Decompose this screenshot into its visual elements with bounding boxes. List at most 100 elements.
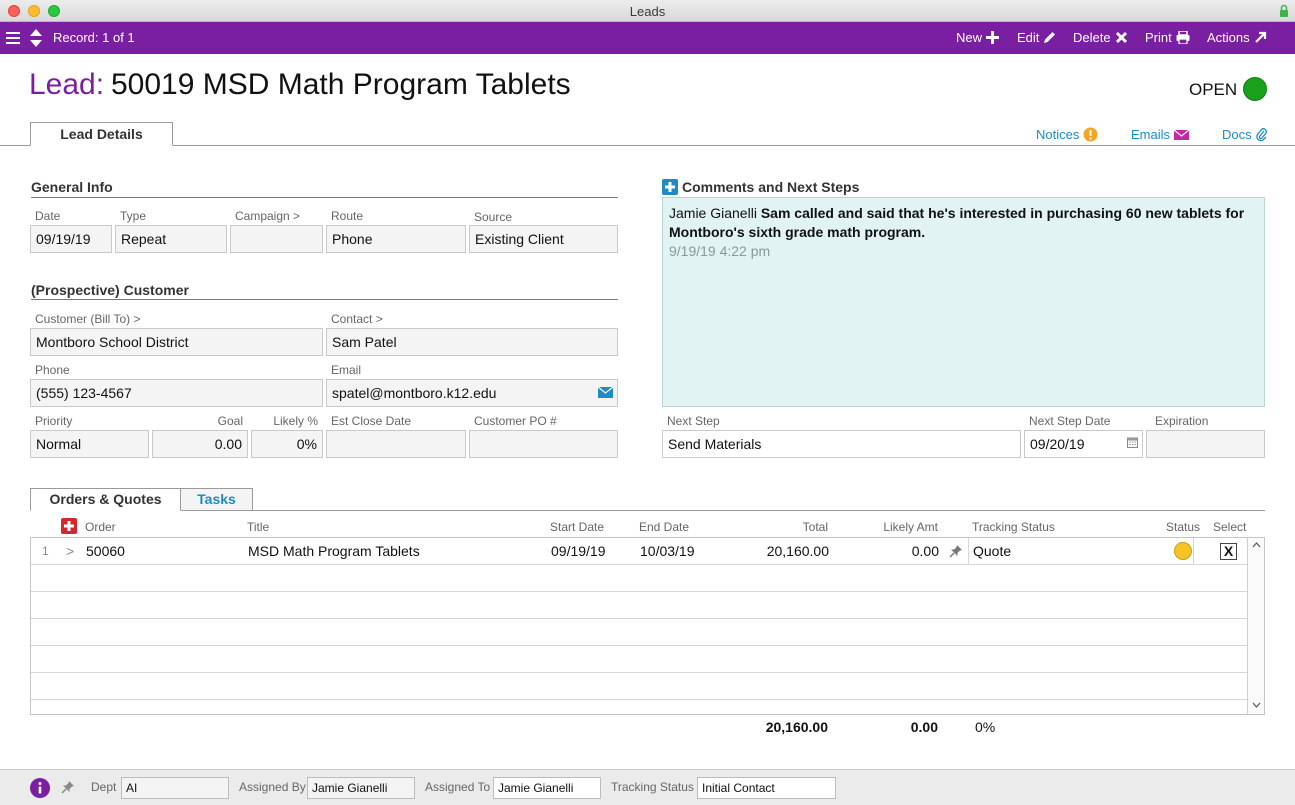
record-navigate-icon[interactable]: [29, 28, 43, 48]
scroll-down-icon[interactable]: [1252, 702, 1261, 708]
lead-prefix: Lead:: [29, 68, 105, 101]
po-label: Customer PO #: [474, 414, 557, 428]
column-header-order[interactable]: Order: [85, 520, 116, 534]
row-open-arrow[interactable]: >: [66, 543, 75, 559]
table-row: [31, 673, 1248, 700]
tracking-status-field[interactable]: Initial Contact: [697, 777, 836, 799]
docs-link[interactable]: Docs: [1222, 127, 1268, 142]
priority-label: Priority: [35, 414, 73, 428]
next-step-date-field[interactable]: 09/20/19: [1024, 430, 1143, 458]
next-step-field[interactable]: Send Materials: [662, 430, 1021, 458]
dept-field[interactable]: AI: [121, 777, 229, 799]
route-field[interactable]: Phone: [326, 225, 466, 253]
contact-label[interactable]: Contact >: [331, 312, 383, 326]
edit-button[interactable]: Edit: [1017, 30, 1056, 45]
send-email-icon[interactable]: [598, 387, 613, 398]
emails-link-label: Emails: [1131, 127, 1171, 142]
close-window-button[interactable]: [8, 5, 20, 17]
order-title: MSD Math Program Tablets: [248, 543, 420, 559]
tab-tasks[interactable]: Tasks: [180, 488, 253, 511]
type-label: Type: [120, 209, 147, 223]
customer-field[interactable]: Montboro School District: [30, 328, 323, 356]
column-header-select[interactable]: Select: [1213, 520, 1247, 534]
assigned-to-field[interactable]: Jamie Gianelli: [493, 777, 601, 799]
assigned-to-label: Assigned To: [425, 780, 491, 794]
window-title: Leads: [629, 4, 666, 19]
emails-link[interactable]: Emails: [1131, 127, 1190, 142]
actions-button[interactable]: Actions: [1207, 30, 1267, 45]
campaign-label[interactable]: Campaign >: [235, 209, 301, 223]
zoom-window-button[interactable]: [48, 5, 60, 17]
tab-lead-details[interactable]: Lead Details: [30, 122, 173, 146]
likely-label: Likely %: [273, 414, 318, 428]
est-close-label: Est Close Date: [331, 414, 412, 428]
comment-timestamp: 9/19/19 4:22 pm: [669, 243, 771, 259]
calendar-icon[interactable]: [1127, 437, 1138, 448]
email-field[interactable]: spatel@montboro.k12.edu: [326, 379, 618, 407]
tab-divider: [30, 510, 1265, 511]
contact-field[interactable]: Sam Patel: [326, 328, 618, 356]
row-number: 1: [42, 544, 49, 558]
assigned-by-field[interactable]: Jamie Gianelli: [307, 777, 415, 799]
email-label: Email: [331, 363, 362, 377]
record-toolbar: Record: 1 of 1 New Edit Delete Print Act…: [0, 22, 1295, 54]
customer-label[interactable]: Customer (Bill To) >: [35, 312, 141, 326]
printer-icon: [1176, 31, 1190, 44]
column-header-start-date[interactable]: Start Date: [550, 520, 605, 534]
docs-link-label: Docs: [1222, 127, 1252, 142]
type-field[interactable]: Repeat: [115, 225, 227, 253]
priority-field[interactable]: Normal: [30, 430, 149, 458]
column-header-title[interactable]: Title: [247, 520, 270, 534]
info-icon[interactable]: [30, 778, 50, 798]
comments-panel[interactable]: Jamie Gianelli Sam called and said that …: [662, 197, 1265, 407]
order-number[interactable]: 50060: [86, 543, 125, 559]
goal-label: Goal: [217, 414, 243, 428]
notices-link[interactable]: Notices: [1036, 127, 1098, 142]
table-scrollbar[interactable]: [1247, 538, 1264, 714]
likely-field[interactable]: 0%: [251, 430, 323, 458]
goal-field[interactable]: 0.00: [152, 430, 248, 458]
section-divider: [31, 197, 618, 198]
source-field[interactable]: Existing Client: [469, 225, 618, 253]
page-title: 50019 MSD Math Program Tablets: [111, 68, 571, 101]
route-label: Route: [331, 209, 364, 223]
order-tracking-status: Quote: [973, 543, 1012, 559]
est-close-field[interactable]: [326, 430, 466, 458]
orders-table: 1 > 50060 MSD Math Program Tablets 09/19…: [30, 537, 1265, 715]
print-button[interactable]: Print: [1145, 30, 1190, 45]
column-header-tracking-status[interactable]: Tracking Status: [972, 520, 1055, 534]
table-row[interactable]: 1 > 50060 MSD Math Program Tablets 09/19…: [31, 538, 1248, 565]
tracking-status-cell[interactable]: Quote: [968, 538, 1194, 564]
menu-icon[interactable]: [6, 31, 20, 45]
row-select-checkbox[interactable]: X: [1220, 543, 1237, 560]
column-header-total[interactable]: Total: [802, 520, 828, 534]
minimize-window-button[interactable]: [28, 5, 40, 17]
lead-status-indicator[interactable]: [1243, 77, 1267, 101]
column-header-likely-amt[interactable]: Likely Amt: [883, 520, 938, 534]
column-header-end-date[interactable]: End Date: [639, 520, 690, 534]
assigned-by-label: Assigned By: [239, 780, 306, 794]
add-comment-icon[interactable]: [662, 179, 678, 195]
add-order-icon[interactable]: [61, 518, 77, 534]
table-row: [31, 646, 1248, 673]
table-row: [31, 619, 1248, 646]
new-button[interactable]: New: [956, 30, 1000, 45]
order-end-date: 10/03/19: [640, 543, 695, 559]
phone-label: Phone: [35, 363, 70, 377]
date-field[interactable]: 09/19/19: [30, 225, 112, 253]
tab-orders-quotes[interactable]: Orders & Quotes: [30, 488, 181, 511]
pin-icon[interactable]: [949, 544, 963, 558]
pin-icon[interactable]: [61, 780, 75, 794]
order-status-indicator[interactable]: [1174, 542, 1192, 560]
delete-button[interactable]: Delete: [1073, 30, 1128, 45]
next-step-label: Next Step: [667, 414, 720, 428]
po-field[interactable]: [469, 430, 618, 458]
campaign-field[interactable]: [230, 225, 323, 253]
expiration-field[interactable]: [1146, 430, 1265, 458]
column-header-status[interactable]: Status: [1166, 520, 1201, 534]
paperclip-icon: [1255, 127, 1267, 141]
phone-field[interactable]: (555) 123-4567: [30, 379, 323, 407]
envelope-icon: [1174, 129, 1190, 140]
scroll-up-icon[interactable]: [1252, 542, 1261, 548]
orders-likely-pct: 0%: [975, 719, 996, 735]
